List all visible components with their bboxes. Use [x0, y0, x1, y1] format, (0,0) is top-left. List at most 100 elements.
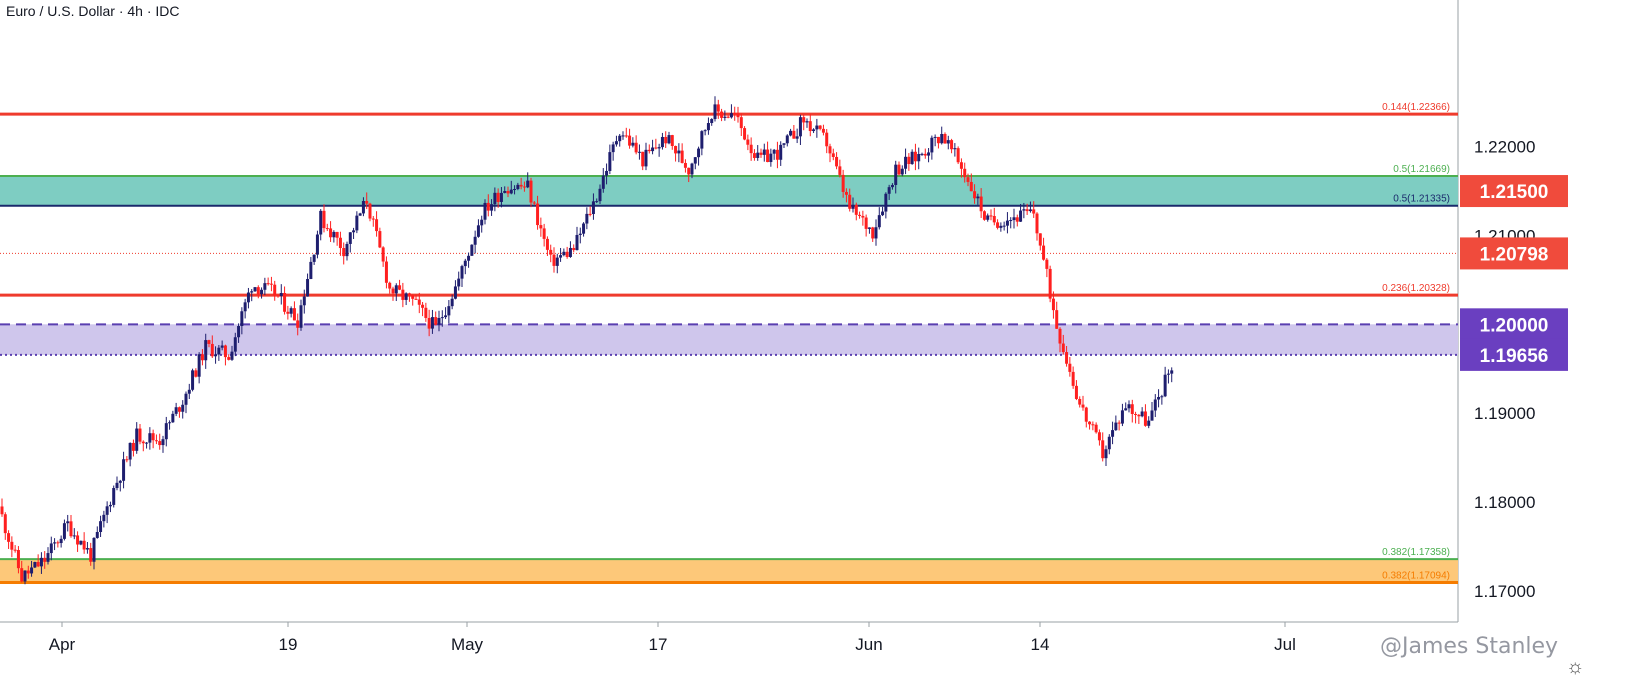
level-label: 0.144(1.22366)	[1382, 102, 1450, 113]
candle-body	[779, 144, 783, 160]
candle-body	[473, 236, 477, 245]
x-tick-label: May	[451, 635, 484, 654]
candle-body	[253, 287, 257, 292]
candle-body	[746, 139, 750, 145]
candle-body	[835, 156, 839, 167]
candle-body	[808, 121, 812, 132]
candle-body	[184, 393, 188, 405]
candle-body	[177, 407, 181, 412]
candle-body	[637, 151, 641, 153]
candle-body	[214, 354, 218, 357]
candle-body	[598, 188, 602, 202]
candle-body	[411, 295, 415, 299]
candle-body	[1032, 209, 1036, 214]
zone-purple	[0, 324, 1458, 355]
candle-body	[378, 231, 382, 248]
candle-body	[927, 152, 931, 156]
price-label-box	[1460, 338, 1568, 371]
candle-body	[1147, 420, 1151, 426]
candle-body	[200, 354, 204, 361]
candle-body	[69, 521, 73, 537]
candle-body	[976, 196, 980, 199]
candle-body	[404, 293, 408, 300]
candle-body	[667, 135, 671, 144]
candle-body	[973, 191, 977, 199]
candle-body	[647, 149, 651, 152]
candle-body	[959, 162, 963, 169]
candle-body	[59, 538, 63, 544]
candle-body	[463, 260, 467, 267]
candle-body	[628, 135, 632, 146]
candle-body	[85, 548, 89, 550]
level-label: 0.236(1.20328)	[1382, 283, 1450, 294]
candle-body	[1130, 404, 1134, 414]
candle-body	[1061, 343, 1065, 353]
candle-body	[220, 345, 224, 348]
candle-body	[1163, 374, 1167, 397]
candle-body	[1068, 363, 1072, 372]
candle-body	[49, 543, 53, 554]
candle-body	[582, 223, 586, 234]
candle-body	[726, 116, 730, 118]
candle-body	[565, 251, 569, 257]
candle-body	[480, 219, 484, 226]
y-tick-label: 1.19000	[1474, 404, 1535, 423]
candle-body	[716, 104, 720, 112]
candle-body	[920, 153, 924, 155]
candle-body	[733, 113, 737, 115]
candle-body	[79, 540, 83, 545]
candle-body	[7, 533, 11, 542]
candle-body	[601, 175, 605, 189]
candle-body	[1114, 422, 1118, 431]
candle-body	[664, 136, 668, 144]
gear-icon[interactable]: ☼	[1566, 656, 1585, 678]
candle-body	[792, 130, 796, 139]
candle-body	[703, 130, 707, 132]
candle-body	[325, 228, 329, 230]
zone-teal	[0, 176, 1458, 206]
candle-body	[766, 149, 770, 163]
candle-body	[1028, 209, 1032, 212]
candle-body	[342, 248, 346, 257]
candle-body	[483, 202, 487, 220]
candle-body	[371, 218, 375, 220]
candle-body	[329, 228, 333, 238]
candle-body	[693, 157, 697, 164]
candle-body	[710, 119, 714, 124]
candle-body	[1035, 213, 1039, 234]
x-tick-label: 19	[279, 635, 298, 654]
candle-body	[936, 136, 940, 144]
candle-body	[762, 149, 766, 155]
candle-body	[164, 423, 168, 440]
candle-body	[398, 285, 402, 290]
candle-body	[1143, 411, 1147, 426]
candle-body	[805, 121, 809, 123]
candle-body	[1084, 407, 1088, 422]
candle-body	[470, 244, 474, 256]
candle-body	[141, 441, 145, 444]
candle-body	[519, 184, 523, 187]
candle-body	[848, 194, 852, 209]
candle-body	[963, 168, 967, 178]
candle-body	[243, 302, 247, 312]
candle-body	[1065, 352, 1069, 364]
candle-body	[453, 286, 457, 299]
candle-body	[871, 227, 875, 239]
candle-body	[30, 567, 34, 574]
candle-body	[887, 187, 891, 194]
candle-body	[46, 553, 50, 562]
candle-body	[427, 317, 431, 329]
level-label: 0.5(1.21669)	[1393, 164, 1450, 175]
candle-body	[476, 225, 480, 237]
candle-body	[608, 152, 612, 171]
candle-body	[798, 117, 802, 137]
level-label: 0.382(1.17358)	[1382, 547, 1450, 558]
candle-body	[815, 125, 819, 130]
candle-body	[1042, 245, 1046, 260]
candle-body	[812, 129, 816, 132]
zone-orange	[0, 559, 1458, 583]
candle-body	[292, 308, 296, 321]
candle-body	[542, 228, 546, 239]
candle-body	[956, 148, 960, 163]
